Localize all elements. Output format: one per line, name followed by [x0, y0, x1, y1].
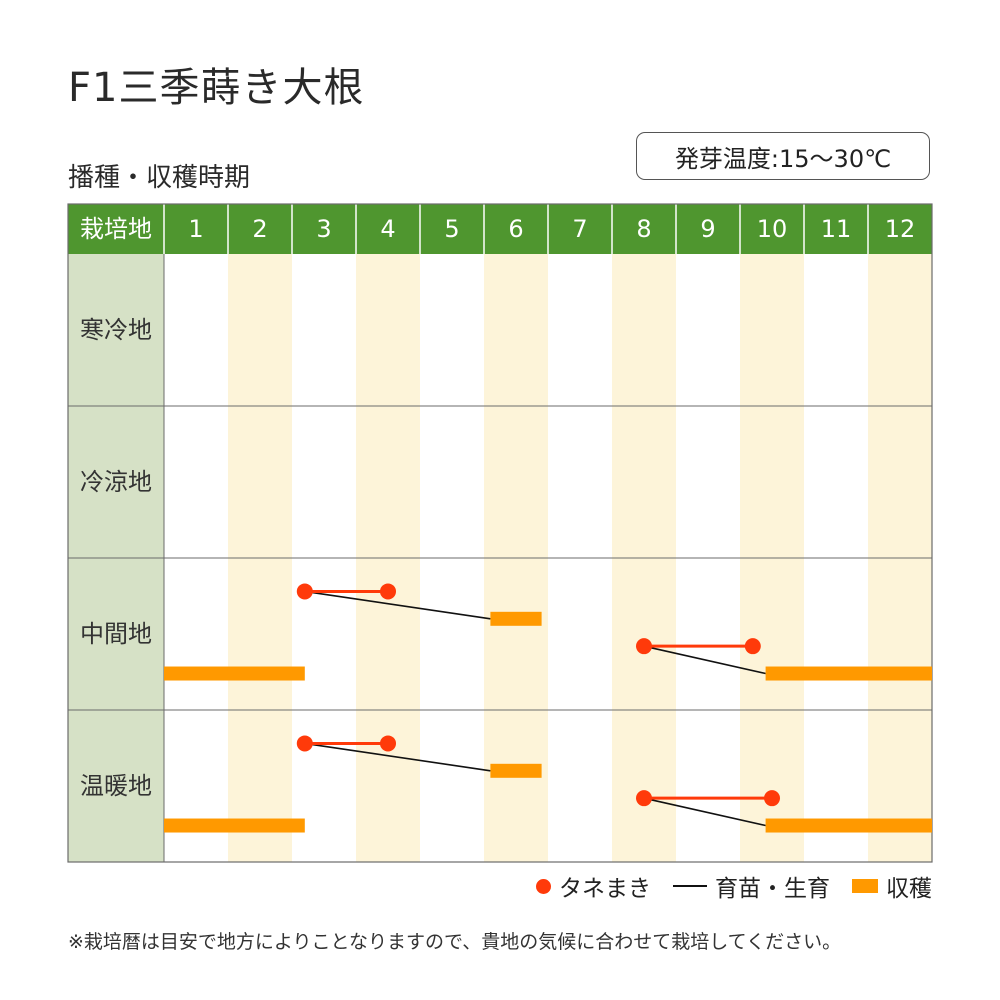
growth-line — [304, 742, 491, 772]
legend-sowing-label: タネまき — [559, 876, 651, 902]
sowing-end-dot — [380, 583, 396, 600]
legend: タネまき 育苗・生育 収穫 — [500, 866, 932, 906]
sowing-start-dot — [636, 790, 652, 807]
month-tick-label: 9 — [700, 215, 715, 243]
legend-sowing: タネまき — [536, 869, 651, 903]
month-tick-label: 1 — [188, 215, 203, 243]
month-tick-label: 10 — [757, 215, 788, 243]
region-label: 温暖地 — [80, 772, 152, 800]
harvest-bar — [490, 763, 542, 778]
header-region-label: 栽培地 — [80, 215, 152, 243]
chart-subtitle: 播種・収穫時期 — [68, 163, 251, 193]
month-tick-label: 3 — [316, 215, 331, 243]
harvest-bar — [765, 818, 932, 833]
harvest-bar — [164, 666, 305, 681]
legend-harvest: 収穫 — [852, 869, 932, 903]
harvest-bar — [765, 666, 932, 681]
sowing-start-dot — [296, 583, 313, 600]
sowing-dot-icon — [536, 878, 551, 894]
growth-line — [643, 797, 766, 827]
legend-harvest-label: 収穫 — [886, 876, 932, 902]
month-tick-label: 12 — [885, 215, 916, 243]
month-tick-label: 7 — [572, 215, 587, 243]
month-tick-label: 6 — [508, 215, 523, 243]
month-tick-label: 2 — [252, 215, 267, 243]
growth-line — [643, 645, 766, 675]
footnote: ※栽培暦は目安で地方によりことなりますので、貴地の気候に合わせて栽培してください… — [68, 931, 842, 953]
page-title: F1三季蒔き大根 — [68, 65, 365, 111]
month-tick-label: 11 — [821, 215, 852, 243]
sowing-end-dot — [380, 735, 396, 752]
germination-temp-badge: 発芽温度:15〜30℃ — [636, 132, 930, 180]
harvest-bar — [164, 818, 305, 833]
legend-seedling: 育苗・生育 — [673, 869, 830, 903]
harvest-bar-icon — [852, 879, 878, 893]
legend-seedling-label: 育苗・生育 — [715, 876, 830, 902]
region-label: 寒冷地 — [80, 316, 152, 344]
month-tick-label: 5 — [444, 215, 459, 243]
sowing-start-dot — [636, 638, 652, 655]
growth-line-icon — [673, 885, 707, 887]
region-label: 冷涼地 — [80, 468, 152, 496]
header-band — [68, 204, 932, 254]
sowing-start-dot — [296, 735, 313, 752]
region-label: 中間地 — [80, 620, 152, 648]
chart-border — [67, 203, 933, 863]
growth-line — [304, 590, 491, 620]
harvest-bar — [490, 611, 542, 626]
sowing-end-dot — [744, 638, 761, 655]
month-tick-label: 4 — [380, 215, 395, 243]
month-tick-label: 8 — [636, 215, 651, 243]
sowing-end-dot — [764, 790, 780, 807]
